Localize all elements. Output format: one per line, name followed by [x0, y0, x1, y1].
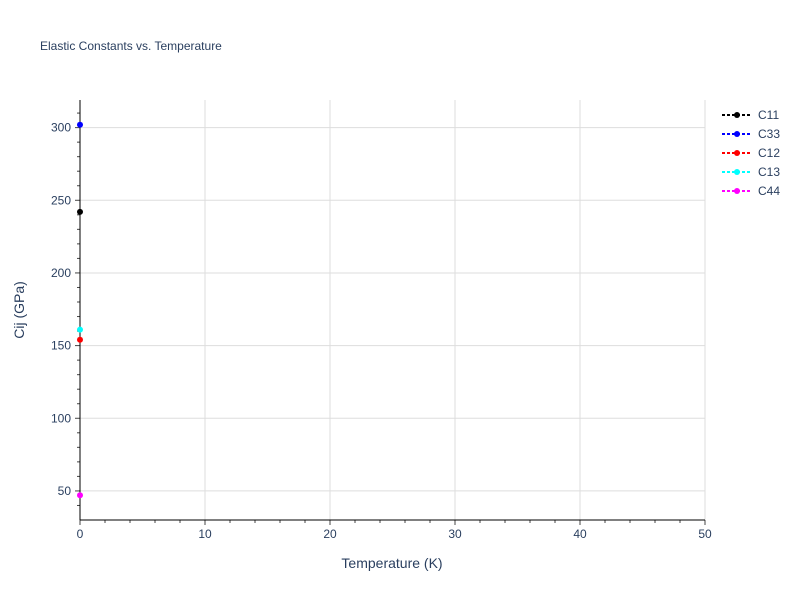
- data-point-C33: [77, 121, 83, 128]
- y-axis-label: Cij (GPa): [11, 281, 27, 339]
- y-tick-label: 250: [51, 193, 71, 207]
- x-tick-label: 0: [77, 527, 84, 541]
- data-point-C44: [77, 492, 83, 499]
- legend-marker: [734, 188, 740, 194]
- legend[interactable]: C11 C33 C12 C13 C44: [722, 108, 780, 198]
- legend-label: C12: [758, 146, 780, 160]
- y-tick-label: 100: [51, 411, 71, 425]
- legend-marker: [734, 150, 740, 156]
- y-tick-label: 150: [51, 339, 71, 353]
- legend-label: C13: [758, 165, 780, 179]
- data-points: [77, 121, 83, 499]
- legend-marker: [734, 131, 740, 137]
- legend-label: C33: [758, 127, 780, 141]
- chart-title: Elastic Constants vs. Temperature: [40, 39, 222, 53]
- data-point-C12: [77, 336, 83, 343]
- x-tick-label: 30: [448, 527, 462, 541]
- y-tick-label: 50: [58, 484, 72, 498]
- legend-label: C44: [758, 184, 780, 198]
- y-tick-label: 300: [51, 121, 71, 135]
- legend-label: C11: [758, 108, 779, 122]
- legend-item-C12[interactable]: C12: [722, 146, 780, 160]
- x-axis-label: Temperature (K): [341, 555, 442, 571]
- axes: 0 10 20 30 40 50 50 100 150 200 250 300: [51, 100, 712, 541]
- data-point-C11: [77, 208, 83, 215]
- data-point-C13: [77, 326, 83, 333]
- x-tick-label: 20: [323, 527, 337, 541]
- x-tick-label: 40: [573, 527, 587, 541]
- legend-item-C13[interactable]: C13: [722, 165, 780, 179]
- grid: [80, 100, 706, 520]
- y-tick-label: 200: [51, 266, 71, 280]
- x-tick-label: 50: [698, 527, 712, 541]
- legend-item-C44[interactable]: C44: [722, 184, 780, 198]
- legend-item-C33[interactable]: C33: [722, 127, 780, 141]
- legend-marker: [734, 112, 740, 118]
- legend-item-C11[interactable]: C11: [722, 108, 779, 122]
- legend-marker: [734, 169, 740, 175]
- x-tick-label: 10: [198, 527, 212, 541]
